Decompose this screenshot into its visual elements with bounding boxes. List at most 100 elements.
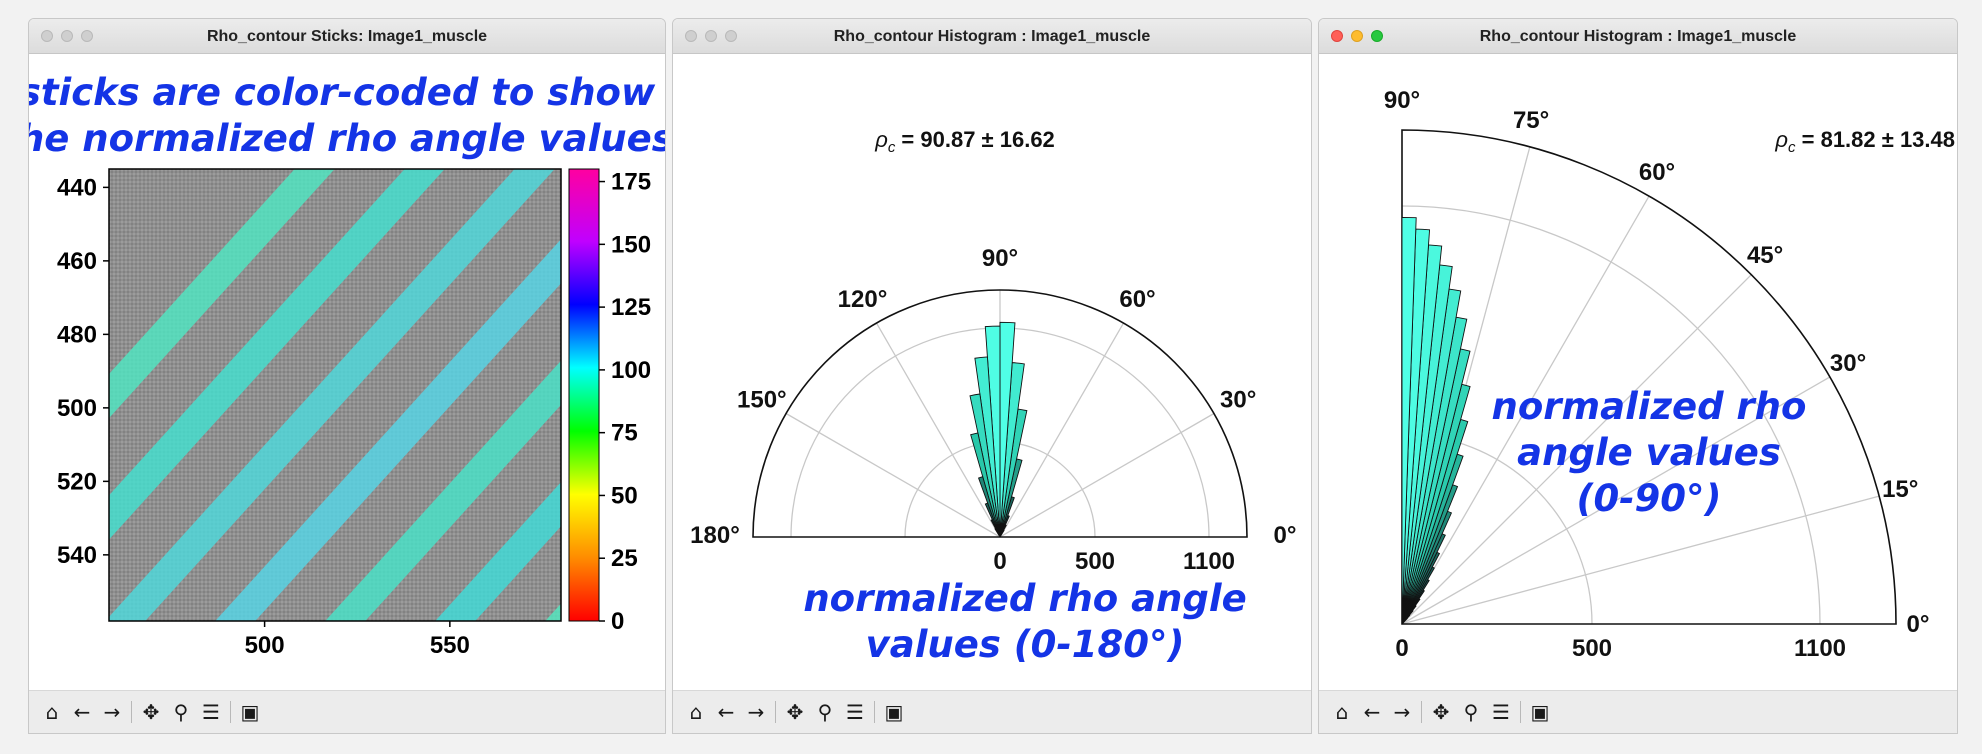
home-icon[interactable]: ⌂: [45, 700, 59, 724]
colorbar-tick-label: 25: [611, 545, 638, 572]
stick-stripe: [109, 169, 445, 540]
save-icon[interactable]: ▣: [1530, 700, 1550, 724]
radial-label: 0: [993, 548, 1006, 575]
angle-label: 30°: [1830, 350, 1866, 377]
stick-stripe: [109, 169, 555, 621]
close-button[interactable]: [41, 30, 53, 42]
toolbar-separator: [230, 701, 231, 723]
histogram-bar: [994, 528, 1001, 538]
polar-frame: [752, 289, 1248, 538]
annotation-line-2: angle values: [1517, 431, 1781, 474]
colorbar-tick-label: 125: [611, 294, 651, 321]
polar-bars: [1401, 216, 1471, 625]
stick-stripe: [109, 169, 335, 419]
angle-label: 45°: [1747, 242, 1783, 269]
back-arrow-icon[interactable]: ←: [1363, 700, 1381, 724]
minimize-button[interactable]: [705, 30, 717, 42]
grid-spoke: [1401, 274, 1752, 625]
radial-label: 1100: [1183, 548, 1235, 575]
forward-arrow-icon[interactable]: →: [1393, 700, 1411, 724]
minimize-button[interactable]: [1351, 30, 1363, 42]
y-tick-label: 520: [57, 468, 97, 495]
radial-label: 0: [1395, 635, 1408, 662]
radial-label: 500: [1572, 635, 1612, 662]
forward-arrow-icon[interactable]: →: [103, 700, 121, 724]
pan-icon[interactable]: ✥: [1432, 700, 1450, 724]
zoom-window-button[interactable]: [725, 30, 737, 42]
histogram-bar: [1401, 216, 1417, 625]
zoom-icon[interactable]: ⚲: [173, 700, 189, 724]
configure-subplots-icon[interactable]: ☰: [202, 700, 220, 724]
configure-subplots-icon[interactable]: ☰: [846, 700, 864, 724]
pan-icon[interactable]: ✥: [142, 700, 160, 724]
radial-labels: 0 500 1100: [1395, 635, 1846, 662]
colorbar-tick-label: 150: [611, 231, 651, 258]
zoom-icon[interactable]: ⚲: [1463, 700, 1479, 724]
x-tick-label: 500: [245, 632, 285, 659]
angle-labels: 0° 15° 30° 45° 60° 75° 90°: [1384, 87, 1930, 638]
close-button[interactable]: [685, 30, 697, 42]
toolbar: ⌂ ← → ✥ ⚲ ☰ ▣: [29, 690, 665, 733]
back-arrow-icon[interactable]: ←: [73, 700, 91, 724]
title-bar[interactable]: Rho_contour Histogram : Image1_muscle: [1319, 19, 1957, 54]
angle-label: 15°: [1882, 476, 1918, 503]
grid-spoke: [1401, 495, 1880, 625]
save-icon[interactable]: ▣: [884, 700, 904, 724]
polar-histogram-180[interactable]: ρc = 90.87 ± 16.62 0° 30° 60° 90° 120° 150° 18…: [673, 53, 1311, 693]
sticks-figure: sticks are color-coded to show the norma…: [29, 71, 665, 661]
image-area[interactable]: [29, 109, 665, 661]
toolbar: ⌂ ← → ✥ ⚲ ☰ ▣: [1319, 690, 1957, 733]
polar-histogram-90[interactable]: ρc = 81.82 ± 13.48 0°15°30°45°60°75°90° …: [1319, 53, 1957, 693]
angle-label: 90°: [1384, 87, 1420, 114]
y-tick-label: 500: [57, 395, 97, 422]
home-icon[interactable]: ⌂: [1335, 700, 1349, 724]
toolbar-separator: [1520, 701, 1521, 723]
x-axis: 500 550: [245, 621, 470, 659]
histogram-bar: [999, 321, 1016, 538]
polar-bars: [969, 321, 1028, 538]
angle-label: 0°: [1274, 522, 1297, 549]
annotation-line-1: normalized rho: [1492, 385, 1807, 428]
stat-label: ρc = 90.87 ± 16.62: [874, 127, 1055, 156]
angle-label: 75°: [1513, 107, 1549, 134]
x-tick-label: 550: [430, 632, 470, 659]
angle-label: 0°: [1907, 611, 1930, 638]
y-tick-label: 480: [57, 321, 97, 348]
zoom-window-button[interactable]: [81, 30, 93, 42]
zoom-icon[interactable]: ⚲: [817, 700, 833, 724]
configure-subplots-icon[interactable]: ☰: [1492, 700, 1510, 724]
polar-frame: [1401, 129, 1897, 625]
close-button[interactable]: [1331, 30, 1343, 42]
stick-stripe: [435, 482, 561, 621]
save-icon[interactable]: ▣: [240, 700, 260, 724]
back-arrow-icon[interactable]: ←: [717, 700, 735, 724]
stick-stripe: [215, 239, 561, 621]
toolbar-separator: [775, 701, 776, 723]
home-icon[interactable]: ⌂: [689, 700, 703, 724]
forward-arrow-icon[interactable]: →: [747, 700, 765, 724]
window-title: Rho_contour Sticks: Image1_muscle: [206, 28, 488, 45]
title-bar[interactable]: Rho_contour Sticks: Image1_muscle: [29, 19, 665, 54]
toolbar-separator: [1421, 701, 1422, 723]
title-bar[interactable]: Rho_contour Histogram : Image1_muscle: [673, 19, 1311, 54]
angle-label: 120°: [838, 286, 888, 313]
toolbar: ⌂ ← → ✥ ⚲ ☰ ▣: [673, 690, 1311, 733]
minimize-button[interactable]: [61, 30, 73, 42]
stick-stripe: [545, 603, 561, 621]
zoom-window-button[interactable]: [1371, 30, 1383, 42]
y-tick-label: 540: [57, 542, 97, 569]
histogram-90-window: Rho_contour Histogram : Image1_muscle ρc…: [1318, 18, 1958, 734]
angle-label: 150°: [737, 387, 787, 414]
colorbar-tick-label: 50: [611, 482, 638, 509]
annotation-line-3: (0-90°): [1577, 477, 1722, 520]
angle-label: 30°: [1220, 387, 1256, 414]
annotation-line-1: normalized rho angle: [803, 577, 1246, 620]
window-title: Rho_contour Histogram : Image1_muscle: [1479, 28, 1797, 45]
grid-spoke: [1401, 376, 1831, 625]
angle-labels: 0° 30° 60° 90° 120° 150° 180°: [690, 245, 1296, 549]
pan-icon[interactable]: ✥: [786, 700, 804, 724]
toolbar-separator: [131, 701, 132, 723]
colorbar-tick-label: 75: [611, 420, 638, 447]
grid-spoke: [785, 412, 1001, 538]
y-axis: 440 460 480 500 520 540: [57, 174, 109, 569]
